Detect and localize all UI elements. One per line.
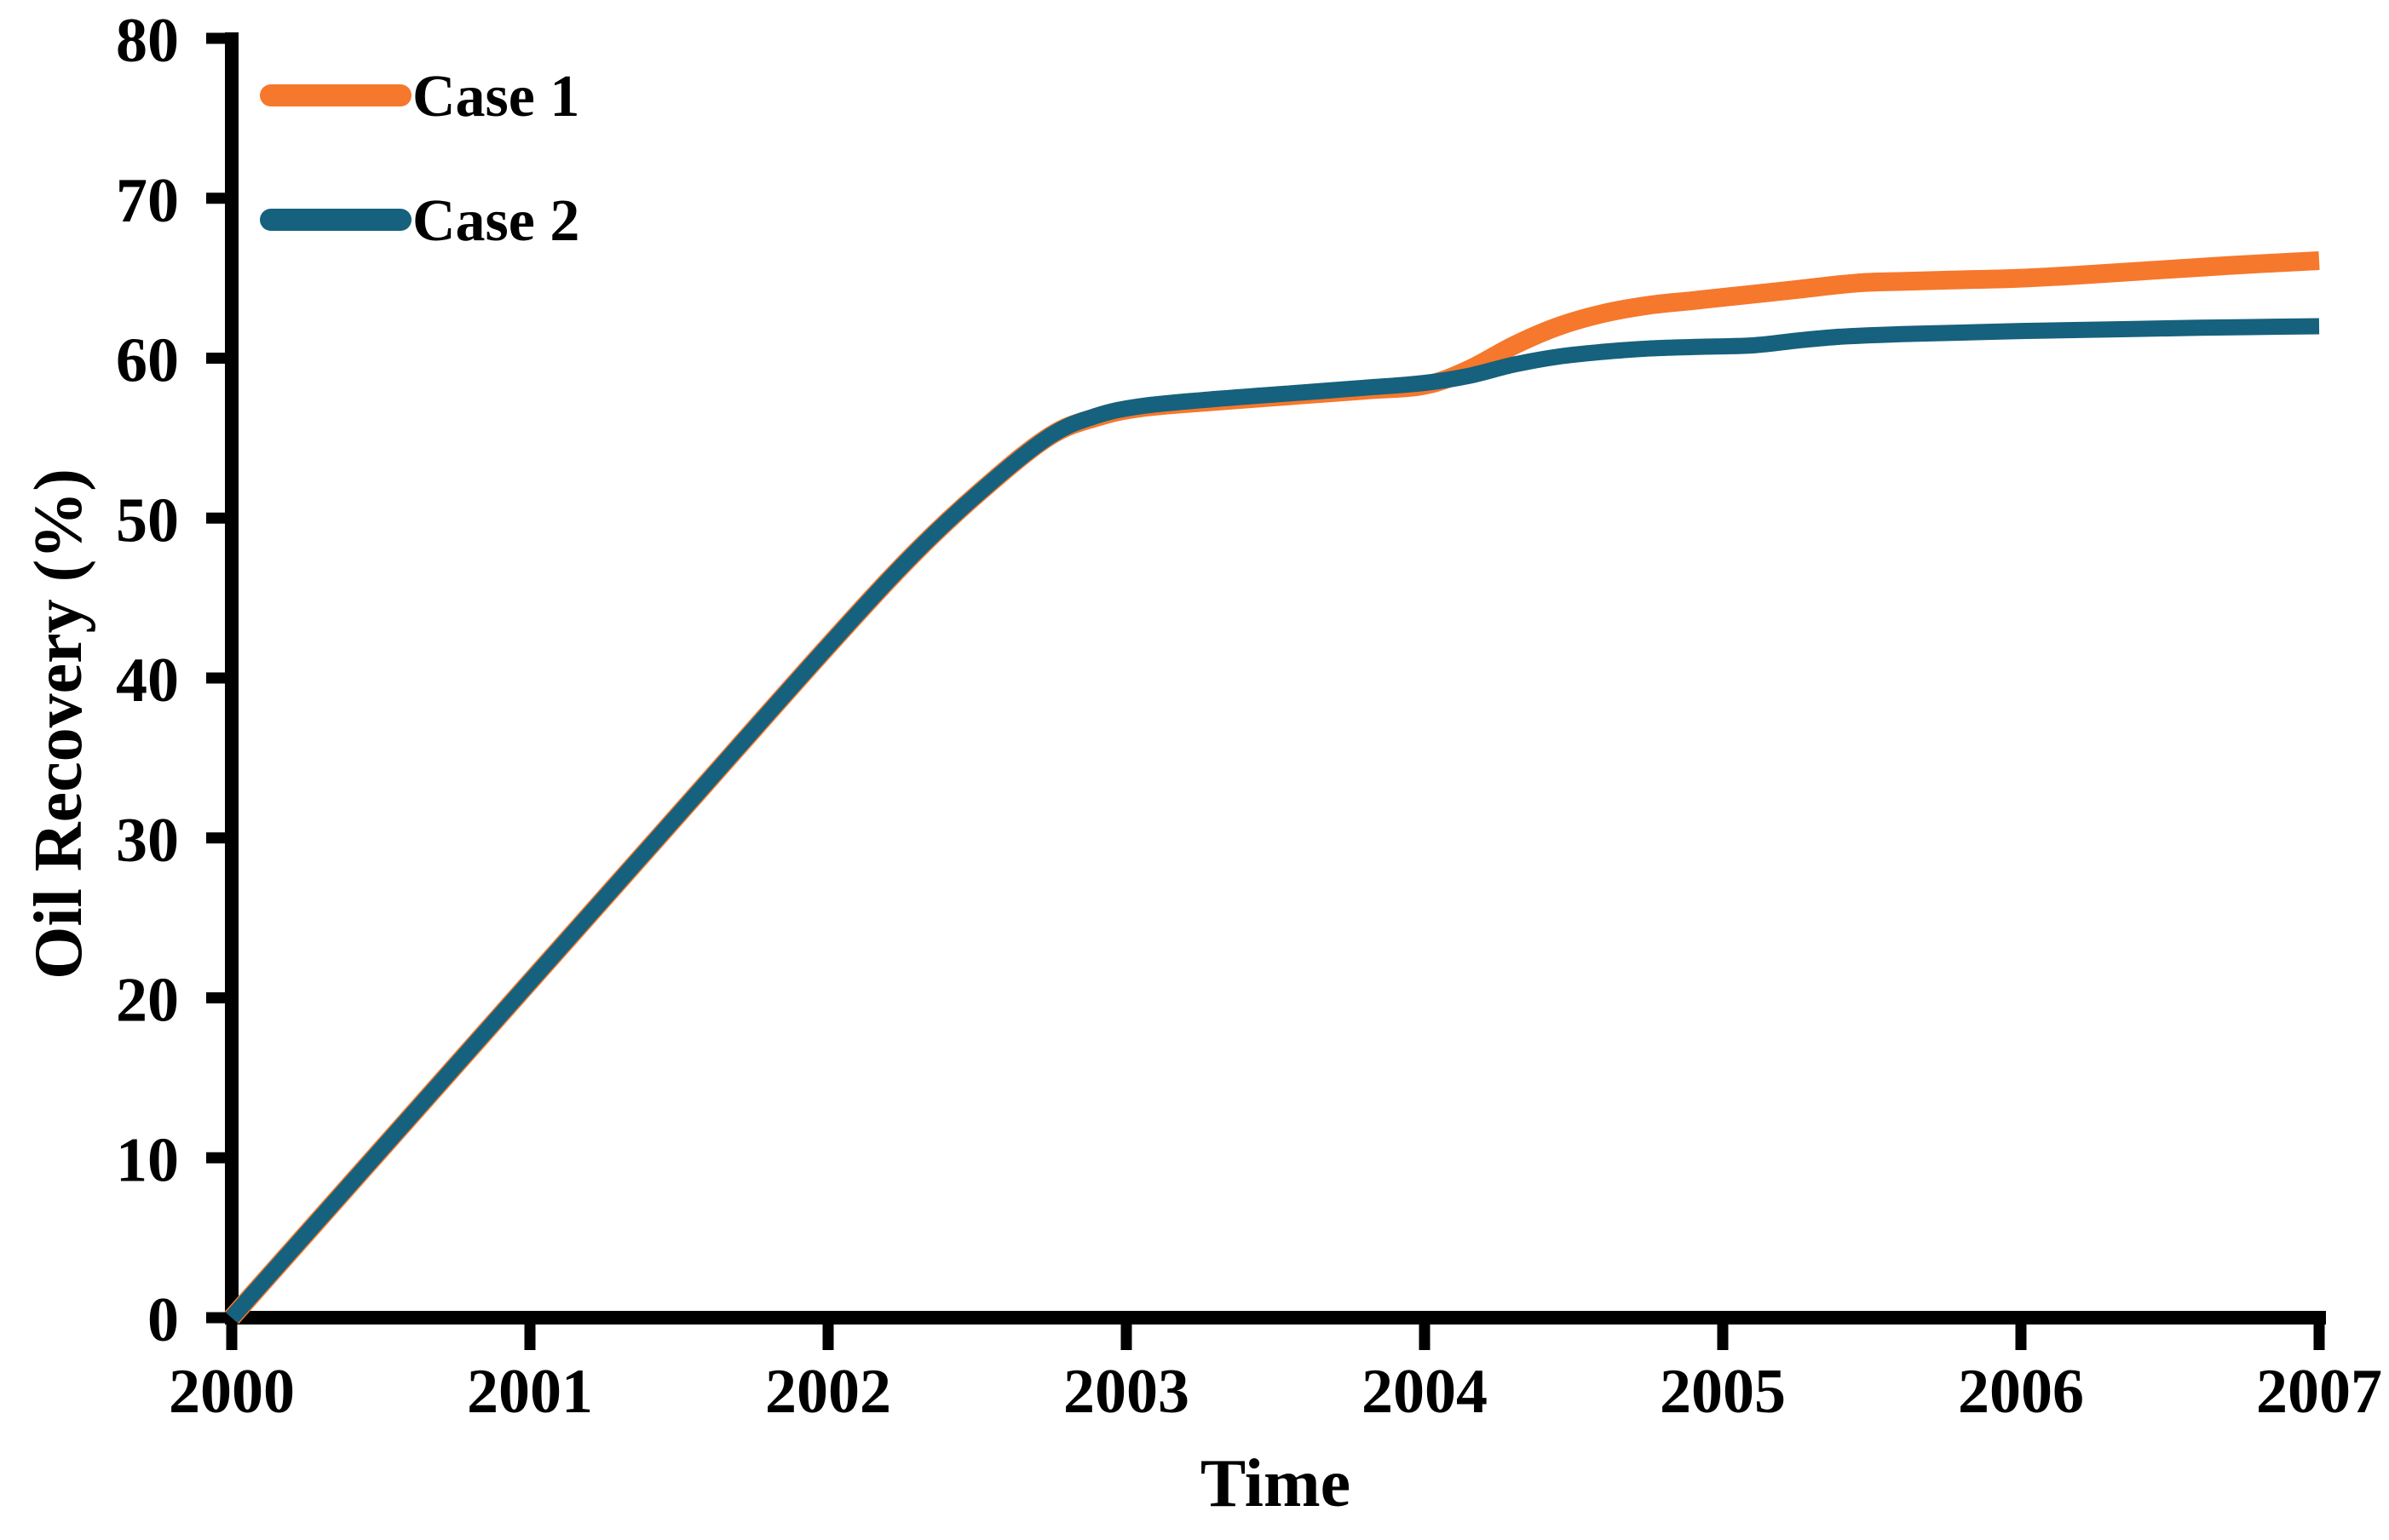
x-tick-label: 2003 [1063, 1357, 1189, 1427]
y-tick-label: 30 [116, 806, 179, 876]
y-tick-label: 40 [116, 646, 179, 715]
plot-lines [224, 251, 2320, 1325]
axes [206, 32, 2326, 1350]
y-tick-label: 70 [116, 166, 179, 236]
legend-label-2: Case 2 [412, 188, 579, 254]
legend-label-1: Case 1 [412, 64, 579, 129]
series-line-case-2 [225, 318, 2320, 1324]
y-tick-label: 20 [116, 966, 179, 1036]
x-tick-label: 2001 [467, 1357, 593, 1427]
x-tick-label: 2004 [1361, 1357, 1488, 1427]
x-tick-label: 2007 [2256, 1357, 2382, 1427]
x-tick-label: 2002 [765, 1357, 891, 1427]
series-line-case-1 [224, 251, 2320, 1325]
x-axis-title: Time [1200, 1446, 1350, 1521]
y-axis-title: Oil Recovery (%) [21, 468, 96, 980]
x-tick-label: 2005 [1660, 1357, 1786, 1427]
x-tick-label: 2006 [1958, 1357, 2084, 1427]
tick-labels: 0 10 20 30 40 50 60 70 80 2000 2001 2002 2003 2004 200… [116, 6, 2382, 1427]
y-tick-label: 50 [116, 486, 179, 555]
y-tick-label: 60 [116, 326, 179, 396]
y-tick-label: 0 [147, 1285, 179, 1355]
y-tick-label: 10 [116, 1125, 179, 1195]
y-tick-label: 80 [116, 6, 179, 76]
legend: Case 1 Case 2 [260, 64, 579, 254]
x-tick-label: 2000 [169, 1357, 295, 1427]
